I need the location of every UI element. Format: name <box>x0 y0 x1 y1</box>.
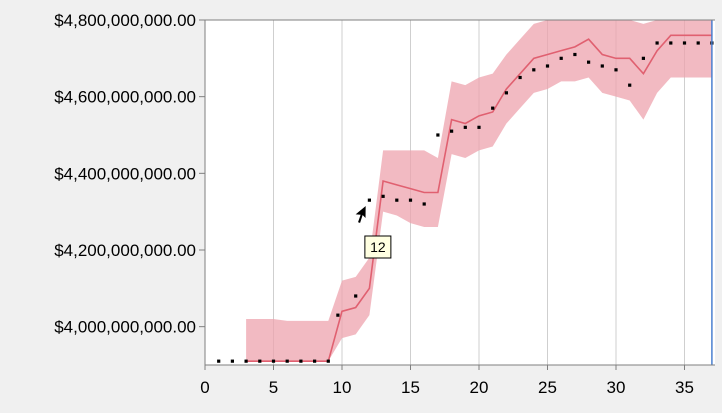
forecast-line <box>246 34 712 362</box>
tooltip-box <box>364 235 392 259</box>
mouse-cursor <box>353 203 367 225</box>
actual-value-dot <box>628 83 632 87</box>
x-tick-label: 5 <box>269 378 278 397</box>
actual-value-dot <box>408 198 413 202</box>
actual-value-dot <box>669 41 673 45</box>
actual-value-dot <box>587 60 591 64</box>
actual-value-dot <box>395 198 399 202</box>
actual-value-dot <box>655 41 659 45</box>
actual-value-dot <box>696 41 700 45</box>
actual-value-dot <box>336 313 340 317</box>
actual-value-dot <box>299 359 303 363</box>
x-tick-label: 30 <box>607 378 626 397</box>
actual-value-dot <box>545 64 550 68</box>
x-tick-label: 15 <box>401 378 420 397</box>
actual-value-dot <box>271 359 276 363</box>
series-dots <box>217 41 714 363</box>
actual-value-dot <box>367 198 371 202</box>
confidence-band-area <box>246 20 712 362</box>
actual-value-dot <box>463 125 467 129</box>
series-line <box>246 34 712 362</box>
tooltip-label: 12 <box>370 239 386 255</box>
actual-value-dot <box>559 56 563 60</box>
actual-value-dot <box>614 68 618 72</box>
x-tick-label: 25 <box>538 378 557 397</box>
actual-value-dot <box>600 64 604 68</box>
x-tick-label: 35 <box>675 378 694 397</box>
actual-value-dot <box>354 294 358 298</box>
x-tick-label: 0 <box>200 378 209 397</box>
actual-value-dot <box>436 133 440 137</box>
actual-value-dot <box>230 359 234 363</box>
pointer-icon <box>353 203 367 225</box>
actual-value-dot <box>504 91 508 95</box>
y-tick-label: $4,600,000,000.00 <box>54 88 196 107</box>
confidence-band <box>246 20 712 362</box>
actual-value-dot <box>258 359 262 363</box>
y-tick-label: $4,800,000,000.00 <box>54 11 196 30</box>
actual-value-dot <box>682 41 687 45</box>
actual-value-dot <box>313 359 317 363</box>
actual-value-dot <box>450 129 454 133</box>
actual-value-dot <box>518 75 522 80</box>
y-tick-label: $4,400,000,000.00 <box>54 164 196 183</box>
actual-value-dot <box>491 106 495 110</box>
y-tick-label: $4,200,000,000.00 <box>54 241 196 260</box>
actual-value-dot <box>477 125 481 129</box>
actual-value-dot <box>244 359 248 363</box>
y-axis-tick-labels: $4,000,000,000.00 $4,200,000,000.00 $4,400… <box>54 11 196 337</box>
actual-value-dot <box>285 359 289 363</box>
x-axis-tick-labels: 0 5 10 15 20 25 30 35 <box>200 378 694 397</box>
actual-value-dot <box>326 359 330 363</box>
y-tick-label: $4,000,000,000.00 <box>54 318 196 337</box>
x-tick-label: 10 <box>333 378 352 397</box>
actual-value-dot <box>217 359 221 363</box>
tooltip: 12 <box>364 235 392 259</box>
actual-value-dot <box>381 194 385 198</box>
actual-value-dot <box>641 56 645 60</box>
pointer-arrow <box>353 203 367 225</box>
actual-value-dot <box>532 68 536 72</box>
x-tick-label: 20 <box>470 378 489 397</box>
actual-value-dot <box>573 52 577 57</box>
axes <box>199 19 715 370</box>
actual-value-dot <box>422 202 426 206</box>
